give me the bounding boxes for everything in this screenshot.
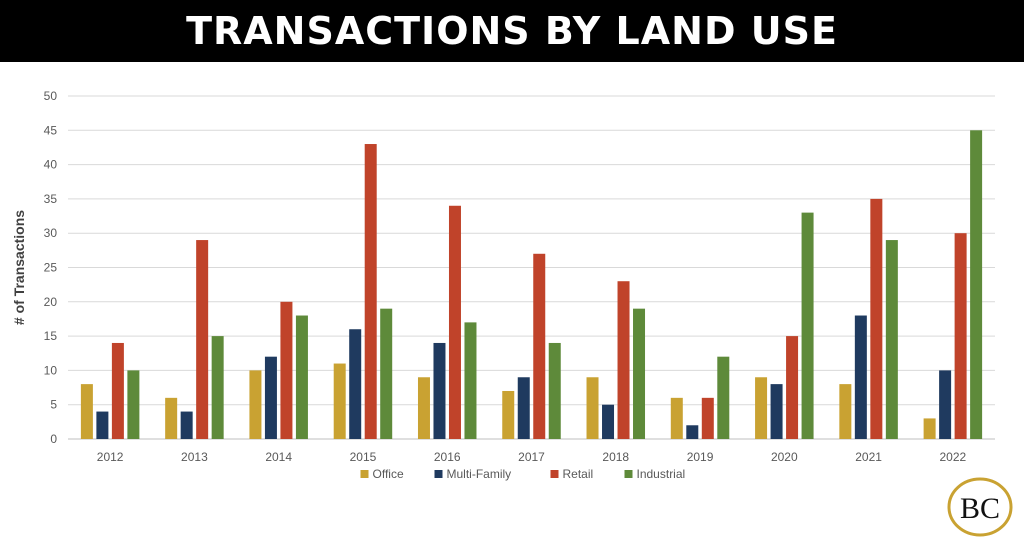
y-tick-label: 20: [44, 295, 58, 309]
bar-multi-family-2022: [939, 370, 952, 439]
bar-multi-family-2016: [433, 342, 446, 439]
x-axis-ticks: 2012 2013 2014 2015 2016 2017 2018 2019 2020 2021…: [97, 450, 967, 464]
legend-label: Multi-Family: [447, 467, 512, 481]
bar-multi-family-2021: [854, 315, 867, 439]
bar-office-2016: [417, 377, 430, 439]
bar-office-2019: [670, 397, 683, 439]
bar-multi-family-2019: [686, 425, 699, 439]
legend-swatch: [360, 470, 369, 478]
legend: Office Multi-Family Retail Industrial: [360, 467, 686, 481]
bar-retail-2020: [786, 336, 799, 439]
y-tick-label: 45: [44, 123, 58, 137]
y-tick-label: 30: [44, 226, 58, 240]
bar-retail-2022: [954, 233, 967, 439]
legend-swatch: [434, 470, 443, 478]
bar-retail-2012: [111, 342, 124, 439]
y-tick-label: 35: [44, 192, 58, 206]
bar-multi-family-2015: [349, 329, 362, 439]
bar-office-2017: [502, 390, 515, 439]
bar-industrial-2017: [548, 342, 561, 439]
bar-office-2012: [80, 384, 93, 439]
bars: [80, 130, 983, 440]
bar-industrial-2014: [295, 315, 308, 439]
x-tick-label: 2013: [181, 450, 208, 464]
x-tick-label: 2021: [855, 450, 882, 464]
legend-label: Office: [373, 467, 404, 481]
bar-office-2014: [249, 370, 262, 439]
bar-retail-2016: [448, 205, 461, 439]
bar-retail-2019: [701, 397, 714, 439]
bar-industrial-2015: [380, 308, 393, 439]
bar-industrial-2018: [633, 308, 646, 439]
bar-industrial-2012: [127, 370, 140, 439]
bar-office-2013: [165, 397, 178, 439]
x-tick-label: 2017: [518, 450, 545, 464]
x-tick-label: 2022: [940, 450, 967, 464]
bar-multi-family-2017: [517, 377, 530, 439]
bar-industrial-2019: [717, 356, 730, 439]
bar-office-2020: [755, 377, 768, 439]
x-tick-label: 2016: [434, 450, 461, 464]
y-tick-label: 40: [44, 158, 58, 172]
y-axis-ticks: 0 5 10 15 20 25 30 35 40 45 50: [44, 89, 58, 446]
x-tick-label: 2019: [687, 450, 714, 464]
bar-multi-family-2013: [180, 411, 193, 439]
bar-multi-family-2014: [264, 356, 277, 439]
y-tick-label: 15: [44, 329, 58, 343]
bar-office-2015: [333, 363, 346, 439]
bar-multi-family-2018: [602, 404, 615, 439]
x-tick-label: 2012: [97, 450, 124, 464]
x-tick-label: 2020: [771, 450, 798, 464]
bar-office-2018: [586, 377, 599, 439]
y-tick-label: 50: [44, 89, 58, 103]
bar-industrial-2013: [211, 336, 224, 439]
legend-swatch: [624, 470, 633, 478]
page-title: TRANSACTIONS BY LAND USE: [186, 9, 838, 53]
bar-industrial-2016: [464, 322, 477, 439]
y-tick-label: 0: [50, 432, 57, 446]
bar-industrial-2021: [885, 240, 898, 439]
logo-ring: [947, 477, 1013, 537]
y-tick-label: 25: [44, 261, 58, 275]
bar-retail-2015: [364, 144, 377, 439]
bar-industrial-2020: [801, 212, 814, 439]
bar-office-2021: [839, 384, 852, 439]
bar-retail-2013: [196, 240, 209, 439]
y-tick-label: 10: [44, 363, 58, 377]
x-tick-label: 2015: [350, 450, 377, 464]
bar-retail-2021: [870, 198, 883, 439]
legend-label: Retail: [563, 467, 594, 481]
bc-logo: BC: [947, 477, 1013, 537]
bar-retail-2017: [533, 253, 546, 439]
bar-multi-family-2012: [96, 411, 109, 439]
bar-industrial-2022: [970, 130, 983, 440]
y-tick-label: 5: [50, 398, 57, 412]
bar-retail-2014: [280, 301, 293, 439]
bar-multi-family-2020: [770, 384, 783, 439]
logo-text: BC: [960, 492, 1000, 525]
legend-label: Industrial: [637, 467, 686, 481]
x-tick-label: 2014: [265, 450, 292, 464]
legend-swatch: [550, 470, 559, 478]
y-axis-title: # of Transactions: [11, 210, 27, 325]
title-banner: TRANSACTIONS BY LAND USE: [0, 0, 1024, 62]
x-tick-label: 2018: [602, 450, 629, 464]
bar-retail-2018: [617, 281, 630, 439]
bar-office-2022: [923, 418, 936, 439]
